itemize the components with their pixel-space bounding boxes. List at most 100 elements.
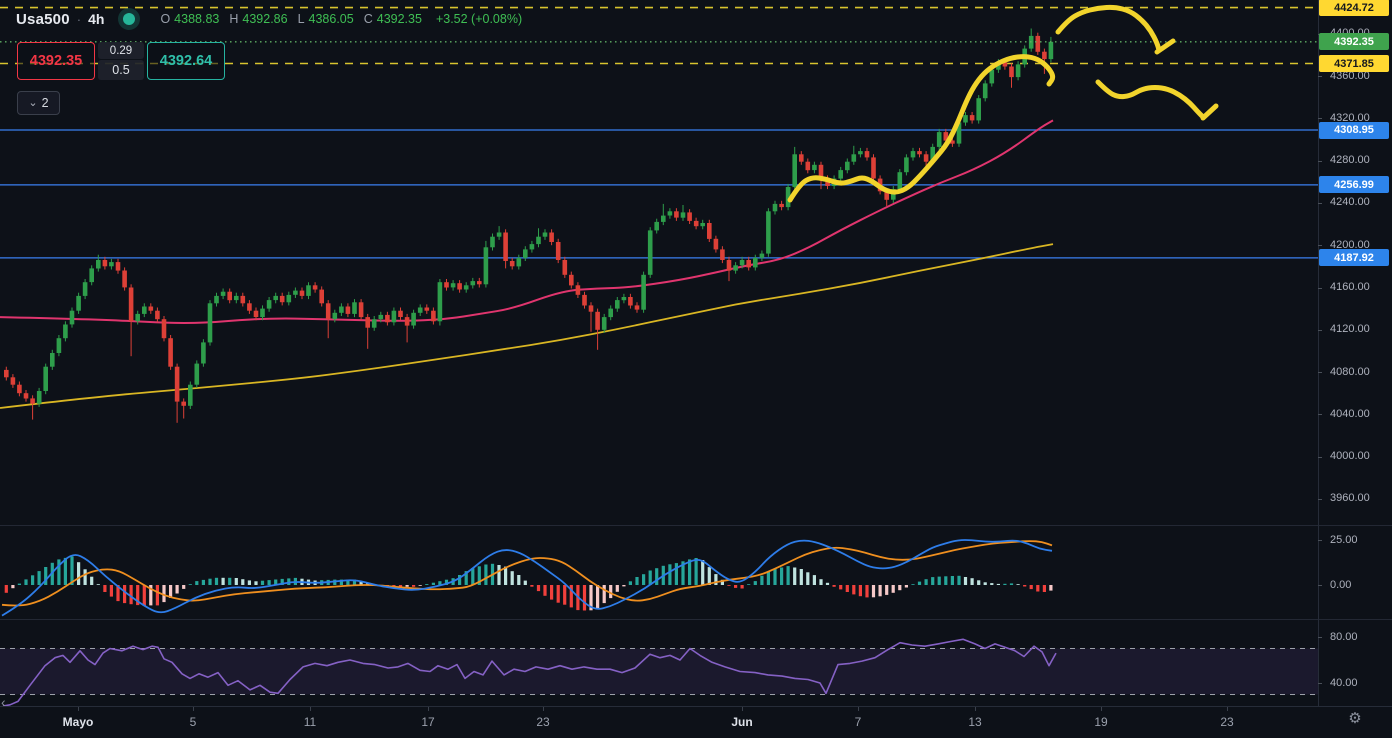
candle-body <box>1042 51 1047 60</box>
open-value: 4388.83 <box>174 12 220 26</box>
slow-ma-line[interactable] <box>0 243 1054 409</box>
candle-body <box>687 212 692 221</box>
drawing-arrowhead-top[interactable] <box>1154 38 1176 55</box>
candle-body <box>450 283 456 288</box>
time-tick <box>742 707 743 711</box>
macd-histogram-bar <box>825 582 830 585</box>
drawing-pullback-squiggle-mid[interactable] <box>787 54 1056 203</box>
macd-histogram-bar <box>799 569 803 585</box>
candle-body <box>463 285 469 290</box>
candle-body <box>555 242 561 260</box>
macd-histogram-bar <box>983 582 987 585</box>
candle-body <box>503 232 508 261</box>
macd-signal-line <box>1 540 1053 607</box>
macd-histogram-bar <box>201 579 205 585</box>
candle-body <box>634 305 640 310</box>
time-axis[interactable]: Mayo 5 11 17 23 Jun 7 13 19 23 <box>0 706 1392 738</box>
buy-button[interactable]: 4392.64 <box>147 42 225 80</box>
macd-histogram-bar <box>550 585 554 600</box>
candle-body <box>1035 35 1041 52</box>
candle-body <box>720 249 725 260</box>
candle-body <box>523 249 528 258</box>
macd-histogram-bar <box>1049 585 1053 591</box>
time-label: 23 <box>536 715 550 729</box>
candle-body <box>398 310 403 317</box>
macd-histogram-bar <box>970 578 974 585</box>
candle-body <box>661 215 666 222</box>
candle-body <box>963 115 968 123</box>
candle-body <box>910 151 916 158</box>
macd-histogram-bar <box>142 585 146 606</box>
time-tick <box>78 707 79 711</box>
candle-body <box>82 282 88 296</box>
price-scale-label: 4360.00 <box>1330 69 1370 82</box>
candle-body <box>266 300 272 309</box>
candle-body <box>897 172 903 190</box>
candle-body <box>516 257 522 267</box>
drawing-projection-arc-top[interactable] <box>1055 4 1162 53</box>
macd-histogram-bar <box>346 579 350 585</box>
macd-histogram-bar <box>412 585 416 587</box>
candle-body <box>1015 64 1021 78</box>
candle-body <box>385 314 390 323</box>
rsi-scale-label: 80.00 <box>1330 630 1358 643</box>
candle-body <box>542 232 548 237</box>
fast-ma-line[interactable] <box>0 119 1054 325</box>
candle-body <box>739 260 745 266</box>
price-tag: 4308.95 <box>1319 121 1389 139</box>
candle-body <box>234 295 239 301</box>
candle-body <box>253 310 259 317</box>
macd-histogram-bar <box>819 579 823 585</box>
collapse-pane-icon[interactable]: ‹ <box>1 694 6 710</box>
macd-histogram-bar <box>615 585 619 592</box>
macd-histogram-bar <box>977 580 981 585</box>
pane-divider-macd[interactable] <box>0 525 1392 526</box>
macd-histogram-bar <box>280 578 284 585</box>
macd-histogram-bar <box>950 576 954 585</box>
macd-histogram-bar <box>214 577 219 585</box>
candle-body <box>10 377 16 385</box>
gear-icon[interactable]: ⚙ <box>1348 710 1362 727</box>
price-scale-label: 4080.00 <box>1330 365 1370 378</box>
macd-histogram-bar <box>510 571 514 585</box>
candle-body <box>63 324 68 339</box>
symbol-name[interactable]: Usa500 <box>16 10 70 28</box>
macd-histogram-bar <box>707 567 711 585</box>
price-tag: 4424.72 <box>1319 0 1389 17</box>
macd-histogram-bar <box>241 579 245 585</box>
drawing-projection-squiggle-lower[interactable] <box>1095 79 1206 120</box>
candle-body <box>759 253 765 258</box>
candle-body <box>102 260 108 267</box>
high-value: 4392.86 <box>242 12 288 26</box>
candle-body <box>726 260 732 271</box>
time-tick <box>310 707 311 711</box>
macd-histogram-bar <box>247 580 251 585</box>
macd-histogram-bar <box>1016 584 1020 585</box>
candle-body <box>575 285 581 295</box>
price-axis[interactable]: 4400.004360.004320.004280.004240.004200.… <box>1318 0 1392 706</box>
candle-body <box>483 247 489 285</box>
macd-histogram-bar <box>734 585 738 588</box>
candle-body <box>424 307 430 311</box>
candle-body <box>851 154 857 162</box>
macd-histogram-bar <box>1003 583 1007 585</box>
pane-divider-rsi[interactable] <box>0 619 1392 620</box>
macd-histogram-bar <box>37 571 41 585</box>
macd-histogram-bar <box>688 559 692 585</box>
sell-button[interactable]: 4392.35 <box>17 42 95 80</box>
time-label: 5 <box>189 715 197 729</box>
drawings-dropdown-button[interactable]: ⌄ 2 <box>17 91 60 115</box>
macd-histogram-bar <box>188 584 192 585</box>
price-scale-label: 4120.00 <box>1330 323 1370 336</box>
macd-histogram-bar <box>70 556 74 585</box>
candle-body <box>457 283 462 290</box>
candle-body <box>818 164 824 179</box>
price-scale-label: 4200.00 <box>1330 238 1370 251</box>
candle-body <box>858 151 863 155</box>
macd-histogram-bar <box>714 574 718 585</box>
drawing-arrowhead-lower[interactable] <box>1200 103 1219 121</box>
macd-histogram-bar <box>911 584 915 585</box>
candle-body <box>135 313 140 322</box>
timeframe-label[interactable]: 4h <box>88 11 105 27</box>
